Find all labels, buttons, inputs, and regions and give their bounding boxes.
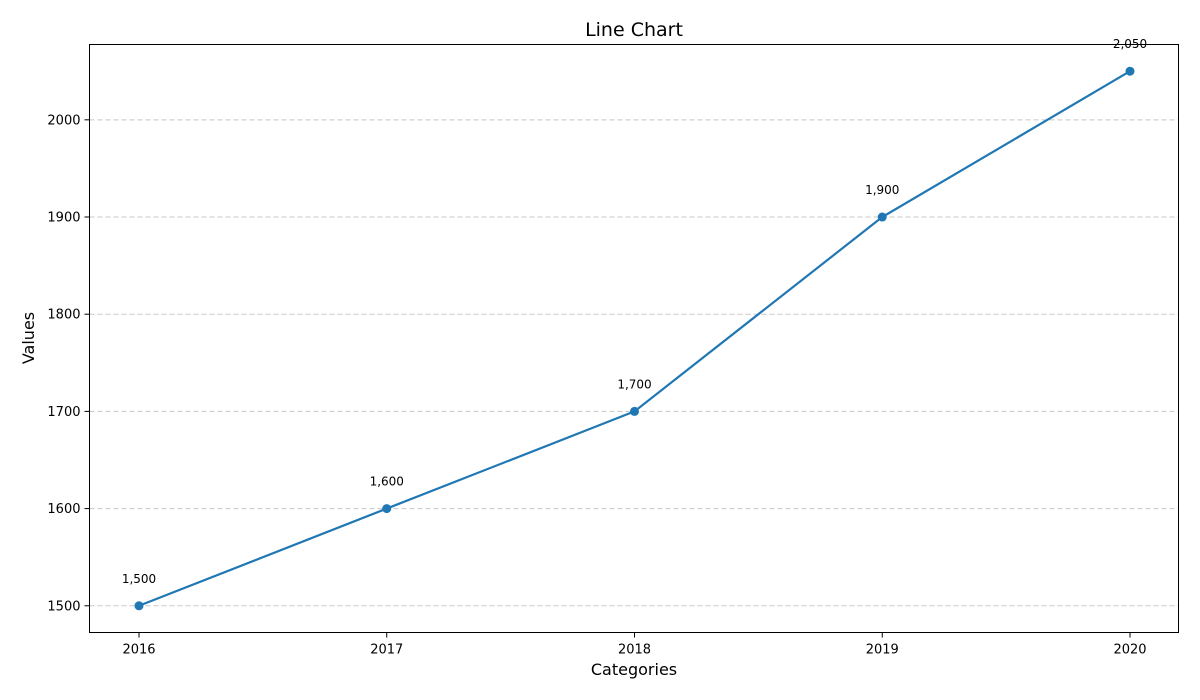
- x-axis-title: Categories: [591, 660, 677, 679]
- x-axis-ticks: 2016 2017 2018 2019 2020: [122, 632, 1147, 658]
- y-axis-title: Values: [19, 312, 38, 364]
- data-point: [134, 601, 144, 611]
- data-point: [630, 406, 639, 416]
- data-label: 1,500: [122, 572, 156, 586]
- data-label: 1,600: [370, 475, 404, 489]
- data-point: [877, 212, 887, 222]
- data-label: 1,700: [617, 377, 651, 391]
- plot-area-frame: [89, 44, 1179, 633]
- y-tick-label: 1900: [47, 211, 80, 226]
- x-tick-label: 2019: [866, 643, 899, 658]
- y-tick-label: 1500: [47, 599, 80, 614]
- x-tick-label: 2017: [370, 643, 403, 658]
- x-tick-label: 2016: [122, 643, 155, 658]
- data-point: [1125, 66, 1135, 76]
- chart-title: Line Chart: [585, 19, 683, 41]
- x-tick-label: 2020: [1113, 643, 1146, 658]
- y-tick-label: 1700: [47, 405, 80, 420]
- data-label: 2,050: [1113, 37, 1147, 51]
- y-tick-label: 1800: [47, 308, 80, 323]
- grid-lines: [89, 119, 1179, 607]
- data-label: 1,900: [865, 183, 899, 197]
- series-layer: [134, 66, 1135, 611]
- y-axis-ticks: 1500 1600 1700 1800 1900 2000: [47, 113, 90, 614]
- data-labels: 1,500 1,600 1,700 1,900 2,050: [122, 37, 1147, 586]
- series-line: [138, 70, 1131, 607]
- x-tick-label: 2018: [618, 643, 651, 658]
- y-tick-label: 1600: [47, 502, 80, 517]
- data-point: [382, 504, 392, 514]
- y-tick-label: 2000: [47, 113, 80, 128]
